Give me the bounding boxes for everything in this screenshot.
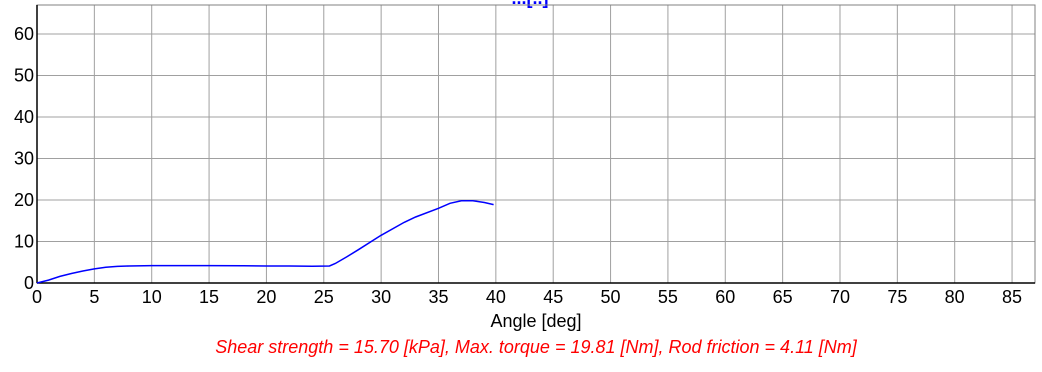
y-tick-label-10: 10 bbox=[14, 232, 34, 252]
x-tick-label-15: 15 bbox=[199, 287, 219, 307]
x-tick-label-20: 20 bbox=[256, 287, 276, 307]
x-tick-label-65: 65 bbox=[773, 287, 793, 307]
x-tick-label-45: 45 bbox=[543, 287, 563, 307]
y-tick-label-0: 0 bbox=[24, 273, 34, 293]
x-tick-label-5: 5 bbox=[89, 287, 99, 307]
y-tick-labels: 0 10 20 30 40 50 60 bbox=[14, 24, 34, 293]
x-tick-label-10: 10 bbox=[142, 287, 162, 307]
series bbox=[36, 200, 494, 284]
y-tick-label-50: 50 bbox=[14, 66, 34, 86]
x-tick-label-85: 85 bbox=[1002, 287, 1022, 307]
x-tick-label-40: 40 bbox=[486, 287, 506, 307]
x-tick-label-80: 80 bbox=[945, 287, 965, 307]
x-tick-label-55: 55 bbox=[658, 287, 678, 307]
x-tick-label-30: 30 bbox=[371, 287, 391, 307]
x-tick-label-0: 0 bbox=[32, 287, 42, 307]
x-tick-label-60: 60 bbox=[715, 287, 735, 307]
y-tick-label-30: 30 bbox=[14, 149, 34, 169]
x-tick-label-50: 50 bbox=[601, 287, 621, 307]
x-tick-label-35: 35 bbox=[428, 287, 448, 307]
x-tick-label-70: 70 bbox=[830, 287, 850, 307]
x-tick-labels: 0 5 10 15 20 25 30 35 40 45 50 55 60 65 70 75 80 85 bbox=[32, 287, 1022, 307]
x-axis-label: Angle [deg] bbox=[490, 311, 581, 331]
chart-title: ...[..] bbox=[512, 0, 549, 8]
y-tick-label-60: 60 bbox=[14, 24, 34, 44]
results-caption: Shear strength = 15.70 [kPa], Max. torqu… bbox=[215, 337, 857, 357]
series-line-0 bbox=[36, 200, 494, 284]
grid bbox=[36, 5, 1035, 284]
axes bbox=[36, 5, 1035, 284]
y-tick-label-20: 20 bbox=[14, 190, 34, 210]
x-tick-label-25: 25 bbox=[314, 287, 334, 307]
y-tick-label-40: 40 bbox=[14, 107, 34, 127]
x-tick-label-75: 75 bbox=[887, 287, 907, 307]
